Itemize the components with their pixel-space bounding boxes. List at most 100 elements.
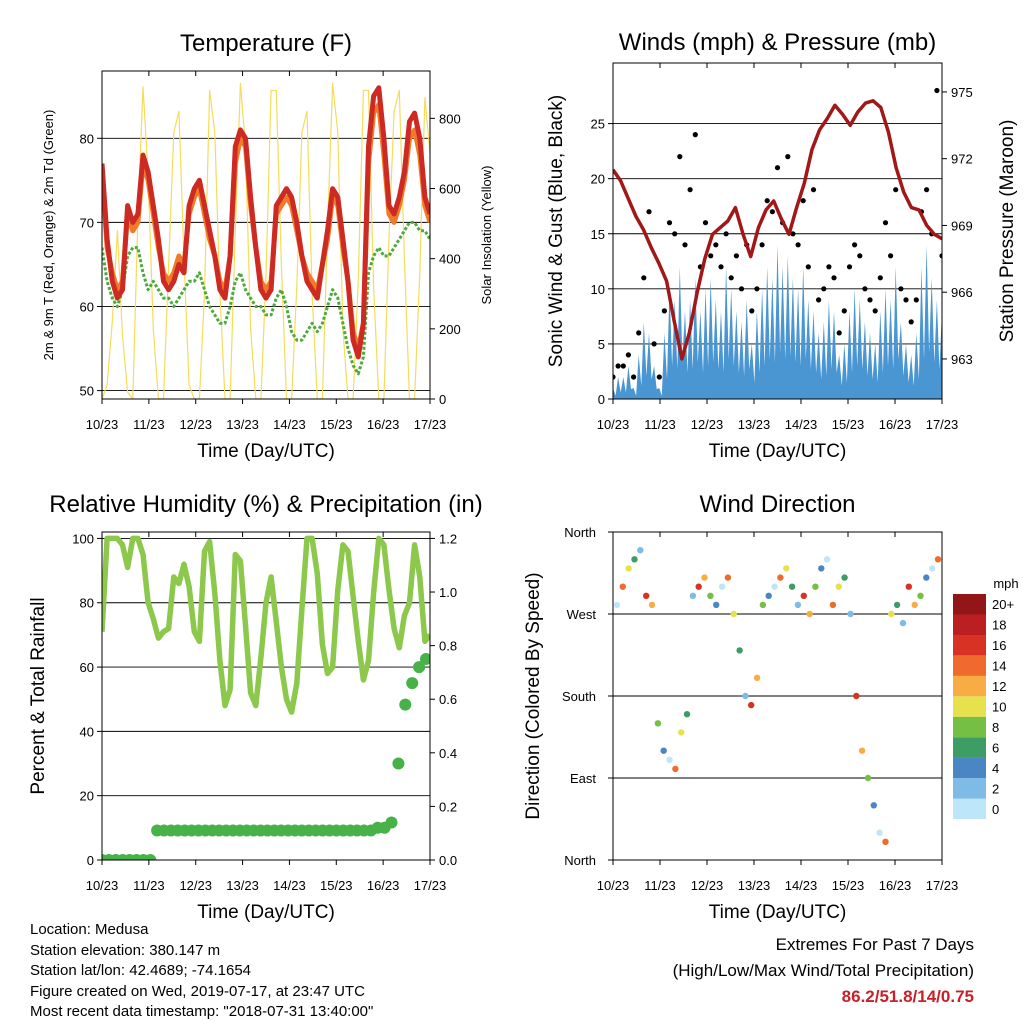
gust-point — [790, 231, 796, 237]
colorbar-swatch — [953, 757, 986, 779]
direction-point — [613, 601, 621, 609]
gust-point — [733, 253, 740, 259]
direction-point — [648, 601, 656, 609]
colorbar-swatch — [953, 778, 986, 799]
x-tick-label: 15/23 — [320, 417, 353, 432]
created-text: Figure created on Wed, 2019-07-17, at 23… — [30, 982, 365, 1000]
direction-point — [736, 647, 743, 654]
y-right-tick-label: 1.0 — [439, 585, 457, 600]
gust-point — [656, 374, 662, 380]
colorbar-label: 8 — [992, 720, 999, 735]
direction-point — [678, 729, 685, 736]
x-axis-label: Time (Day/UTC) — [197, 441, 335, 462]
direction-point — [893, 601, 901, 609]
gust-point — [702, 220, 709, 226]
y-tick-label: 20 — [80, 789, 94, 804]
direction-point — [695, 583, 702, 590]
gust-point — [764, 198, 770, 204]
gust-point — [738, 286, 745, 292]
y-tick-label: 10 — [591, 282, 605, 297]
direction-point — [689, 592, 697, 599]
gust-point — [862, 286, 868, 292]
gust-point — [867, 297, 873, 303]
gust-point — [872, 308, 878, 314]
y-tick-label: 20 — [591, 172, 605, 187]
series-group — [613, 87, 942, 399]
gust-point — [677, 154, 683, 160]
y-right-tick-label: 0.0 — [439, 853, 457, 868]
colorbar-swatch — [953, 614, 986, 635]
x-tick-label: 11/23 — [644, 878, 676, 893]
station-info: Location: Medusa Station elevation: 380.… — [30, 920, 373, 1023]
direction-point — [841, 574, 848, 581]
y-right-tick-label: 600 — [439, 182, 461, 197]
y-right-tick-label: 972 — [951, 152, 973, 167]
precip-point — [406, 677, 419, 690]
direction-point — [625, 565, 632, 572]
plot-frame — [612, 531, 943, 861]
direction-point — [713, 601, 720, 609]
y-right-tick-label: 200 — [439, 322, 461, 337]
y-tick-label: 100 — [72, 531, 94, 546]
extremes-box: Extremes For Past 7 Days (High/Low/Max W… — [673, 932, 974, 1010]
elevation-text: Station elevation: 380.147 m — [30, 941, 221, 959]
gust-point — [795, 242, 801, 248]
y-tick-label: 5 — [598, 337, 605, 352]
x-tick-label: 13/23 — [738, 417, 771, 432]
direction-point — [718, 583, 726, 590]
y-right-tick-label: 0.4 — [439, 746, 457, 761]
y-axis-label: 2m & 9m T (Red, Orange) & 2m Td (Green) — [41, 110, 56, 361]
direction-point — [742, 692, 749, 700]
series-group — [102, 82, 430, 399]
direction-point — [858, 747, 866, 754]
direction-point — [899, 619, 907, 627]
colorbar-swatch — [953, 737, 986, 758]
gust-point — [625, 352, 632, 358]
x-tick-label: 15/23 — [832, 878, 865, 893]
y-axis-label: Percent & Total Rainfall — [28, 597, 49, 794]
direction-point — [730, 610, 737, 618]
x-tick-label: 15/23 — [832, 417, 865, 432]
x-tick-label: 10/23 — [597, 878, 630, 893]
direction-point — [672, 765, 679, 773]
colorbar-label: 18 — [992, 618, 1006, 633]
series-line — [102, 82, 430, 399]
x-tick-label: 17/23 — [926, 417, 959, 432]
y-tick-label: 80 — [80, 131, 94, 146]
y-right-tick-label: 800 — [439, 111, 461, 126]
direction-point — [882, 838, 889, 845]
colorbar-swatch — [953, 594, 986, 615]
y-tick-label: 25 — [591, 117, 605, 132]
gust-point — [631, 374, 637, 380]
y-tick-label: 0 — [87, 853, 94, 868]
direction-point — [864, 774, 872, 782]
gust-point — [805, 264, 811, 270]
series-group — [613, 547, 942, 845]
x-tick-label: 16/23 — [879, 878, 912, 893]
gust-point — [893, 187, 899, 193]
x-tick-label: 16/23 — [879, 417, 912, 432]
x-tick-label: 11/23 — [133, 417, 165, 432]
gust-point — [903, 297, 909, 303]
gust-point — [908, 319, 914, 325]
plot-frame — [612, 62, 943, 400]
y-right-tick-label: 400 — [439, 252, 461, 267]
y-axis-label: Direction (Colored By Speed) — [523, 572, 544, 819]
x-tick-label: 10/23 — [86, 417, 119, 432]
humidity-precip-panel: Relative Humidity (%) & Precipitation (i… — [28, 491, 483, 923]
direction-point — [934, 556, 942, 563]
y-tick-label: 0 — [598, 392, 605, 407]
colorbar-swatch — [953, 716, 986, 738]
direction-point — [794, 601, 802, 609]
direction-point — [929, 565, 936, 572]
direction-point — [911, 601, 918, 609]
gust-point — [826, 264, 832, 270]
direction-point — [818, 565, 825, 572]
colorbar-swatch — [953, 798, 986, 819]
y-right-tick-label: 969 — [951, 218, 973, 233]
colorbar-label: 10 — [992, 700, 1006, 715]
gust-point — [620, 363, 626, 369]
y-right-tick-label: 0.6 — [439, 692, 457, 707]
colorbar-swatch — [953, 634, 986, 656]
y-right-tick-label: 963 — [951, 352, 973, 367]
